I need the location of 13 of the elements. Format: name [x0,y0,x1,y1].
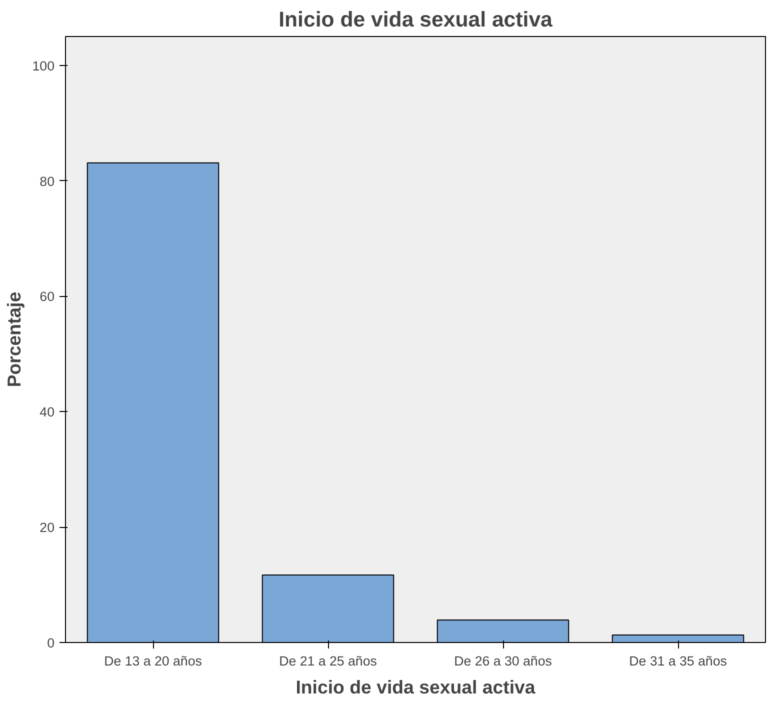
chart-title: Inicio de vida sexual activa [278,8,553,32]
x-tick-label: De 31 a 35 años [629,654,728,668]
x-axis-title: Inicio de vida sexual activa [296,676,536,698]
y-tick-label: 100 [32,58,55,74]
x-tick-label: De 13 a 20 años [104,654,202,668]
x-tick-label: De 21 a 25 años [279,654,378,668]
x-tick-label: De 26 a 30 años [454,654,552,668]
y-tick-label: 0 [47,636,55,650]
y-tick-label: 60 [40,289,55,304]
y-tick-label: 40 [40,404,55,420]
y-axis-title: Porcentaje [3,292,24,388]
y-tick-label: 80 [40,174,55,189]
y-tick-label: 20 [40,520,55,536]
